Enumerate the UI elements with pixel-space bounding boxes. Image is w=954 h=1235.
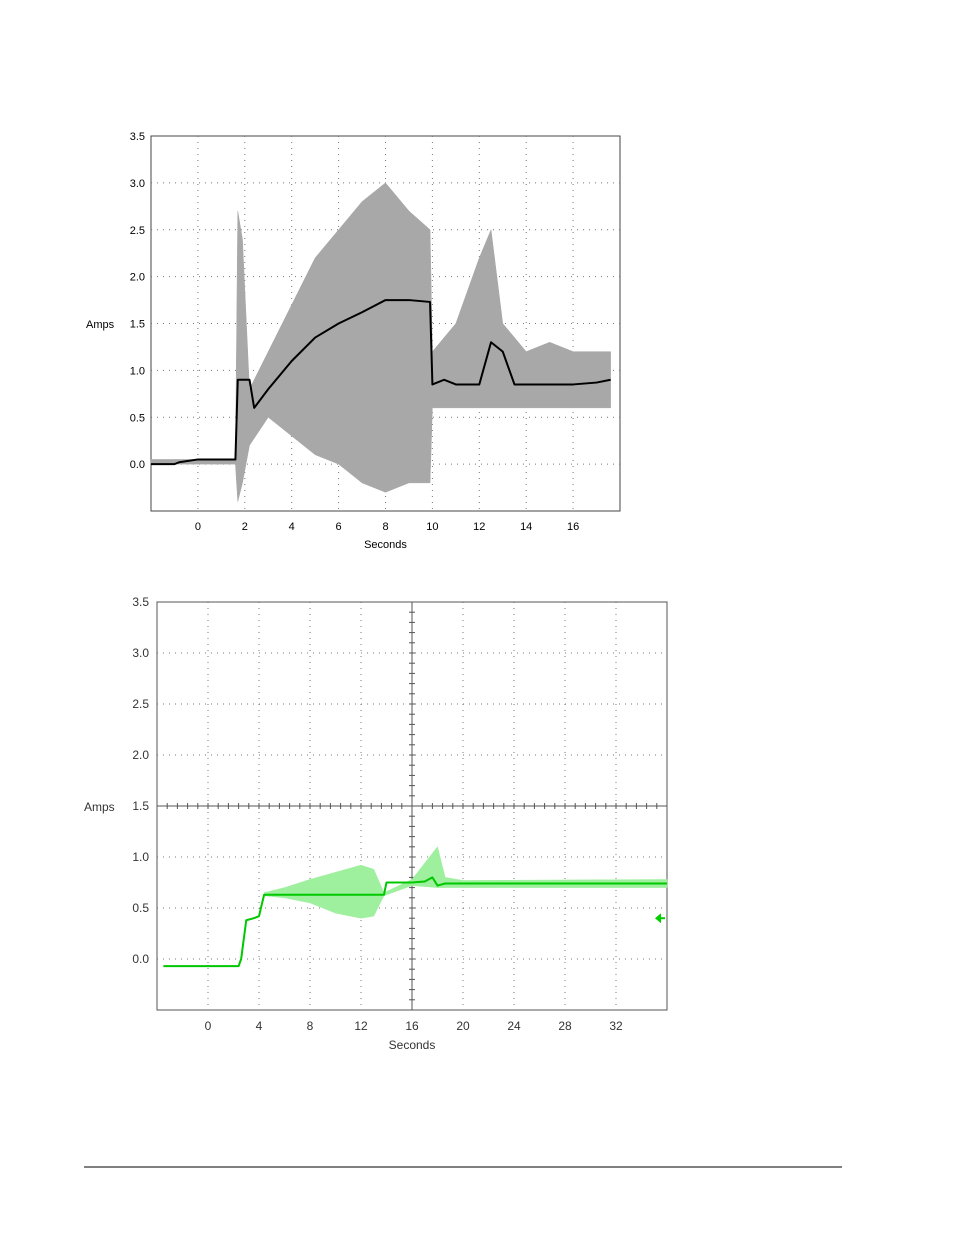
c1-x-tick-label: 8	[382, 521, 388, 533]
chart-1-y-axis-label: Amps	[86, 319, 115, 331]
chart-2-y-tick-labels: 0.0 0.5 1.0 1.5 2.0 2.5 3.0 3.5	[132, 595, 149, 966]
chart-1: 0.0 0.5 1.0 1.5 2.0 2.5 3.0 3.5 0 2 4 6 8 10 12 14 16 A…	[86, 131, 621, 551]
c2-envelope-band	[263, 846, 668, 919]
c2-y-tick-label: 0.5	[132, 901, 149, 915]
c1-y-tick-label: 0.0	[130, 459, 145, 471]
c1-x-tick-label: 12	[473, 521, 485, 533]
chart-1-trace-series	[151, 299, 611, 466]
c2-y-tick-label: 1.0	[132, 850, 149, 864]
c2-y-tick-label: 3.0	[132, 646, 149, 660]
c1-y-tick-label: 1.5	[130, 319, 145, 331]
c1-y-tick-label: 3.0	[130, 178, 145, 190]
chart-2-level-marker-arrow-icon	[655, 913, 661, 924]
chart-1-y-tick-labels: 0.0 0.5 1.0 1.5 2.0 2.5 3.0 3.5	[130, 131, 145, 471]
c1-y-tick-label: 2.5	[130, 225, 145, 237]
c2-y-tick-label: 2.5	[132, 697, 149, 711]
chart-1-x-axis-label: Seconds	[364, 539, 407, 551]
chart-1-envelope-series	[150, 182, 611, 502]
c1-y-tick-label: 3.5	[130, 131, 145, 143]
c2-x-tick-label: 24	[507, 1019, 521, 1033]
c2-x-tick-label: 4	[256, 1019, 263, 1033]
c1-x-tick-label: 6	[336, 521, 342, 533]
c2-x-tick-label: 12	[354, 1019, 368, 1033]
c2-x-tick-label: 8	[307, 1019, 314, 1033]
c2-x-tick-label: 20	[456, 1019, 470, 1033]
c2-trace-line	[163, 876, 667, 968]
chart-1-x-tick-labels: 0 2 4 6 8 10 12 14 16	[195, 521, 579, 533]
c1-x-tick-label: 10	[426, 521, 438, 533]
c1-y-tick-label: 2.0	[130, 272, 145, 284]
chart-2-trace-series	[163, 876, 667, 968]
c1-y-tick-label: 1.0	[130, 365, 145, 377]
c1-x-tick-label: 16	[567, 521, 579, 533]
c2-x-tick-label: 16	[405, 1019, 419, 1033]
c1-x-tick-label: 14	[520, 521, 532, 533]
c1-envelope-band	[150, 182, 611, 502]
c2-x-tick-label: 28	[558, 1019, 572, 1033]
c1-x-tick-label: 0	[195, 521, 201, 533]
c1-y-tick-label: 0.5	[130, 412, 145, 424]
c2-x-tick-label: 0	[205, 1019, 212, 1033]
c2-x-tick-label: 32	[609, 1019, 623, 1033]
c1-x-tick-label: 4	[289, 521, 295, 533]
chart-2-x-axis-label: Seconds	[389, 1038, 436, 1052]
c2-y-tick-label: 0.0	[132, 952, 149, 966]
chart-2-x-tick-labels: 0 4 8 12 16 20 24 28 32	[205, 1019, 623, 1033]
chart-2-y-axis-label: Amps	[84, 800, 115, 814]
c2-y-tick-label: 3.5	[132, 595, 149, 609]
c1-x-tick-label: 2	[242, 521, 248, 533]
chart-2-envelope-series	[263, 846, 668, 919]
chart-2: 0.0 0.5 1.0 1.5 2.0 2.5 3.0 3.5 0 4 8 12 16 20 24 28 32…	[84, 595, 668, 1052]
c2-y-tick-label: 1.5	[132, 799, 149, 813]
c1-trace-line	[151, 299, 611, 466]
c2-y-tick-label: 2.0	[132, 748, 149, 762]
